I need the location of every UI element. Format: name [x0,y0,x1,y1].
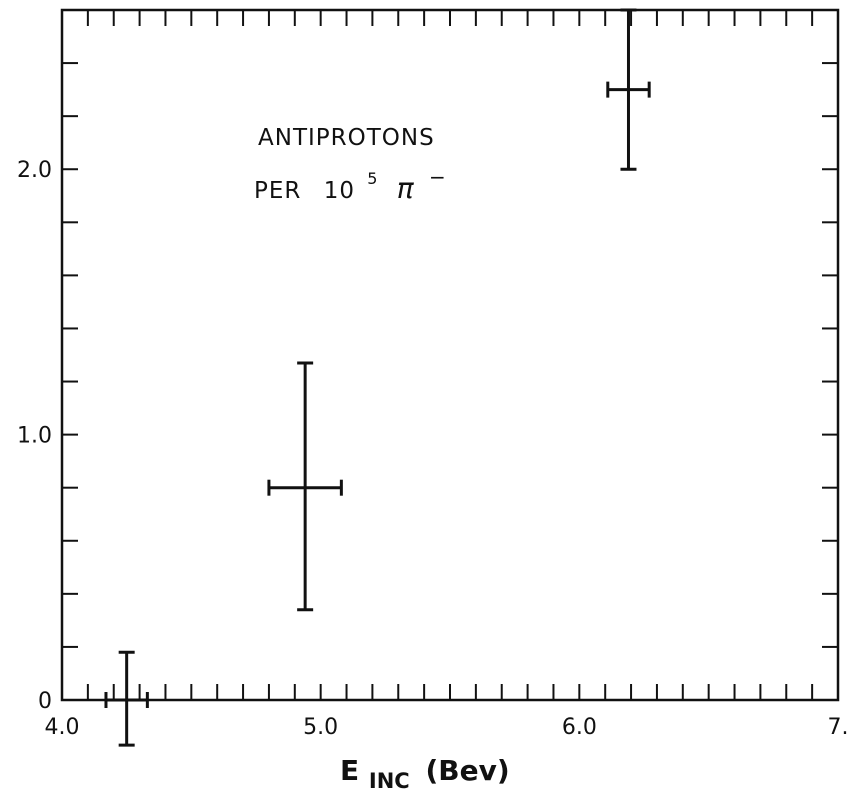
data-point [267,361,343,612]
y-tick-label: 1.0 [17,424,52,449]
x-tick-label: 7. [828,715,849,740]
axis-tick-labels: 4.0 5.0 6.0 7. 0 1.0 2.0 [17,158,849,740]
x-axis-label: E INC (Bev) [340,754,510,795]
data-point [104,650,149,747]
x-tick-label: 6.0 [562,715,597,740]
y-tick-label: 2.0 [17,158,52,183]
y-tick-label: 0 [38,689,52,714]
annotation-per: PER [254,178,301,204]
data-point [606,8,651,171]
plot-frame [60,8,840,702]
axis-ticks [62,10,838,700]
x-axis-label-subscript: INC [369,769,410,793]
x-axis-label-unit: (Bev) [425,754,509,787]
x-tick-label: 5.0 [303,715,338,740]
x-axis-label-main: E [340,754,359,787]
annotation: ANTIPROTONS PER 10 5 π − [254,125,447,205]
annotation-line2: PER 10 5 π − [254,164,447,205]
annotation-minus: − [429,165,447,189]
annotation-line1: ANTIPROTONS [258,125,435,151]
x-tick-label: 4.0 [45,715,80,740]
annotation-exponent: 5 [367,169,378,188]
data-points [104,8,651,747]
pi-symbol: π [397,172,415,205]
annotation-base: 10 [324,178,355,204]
